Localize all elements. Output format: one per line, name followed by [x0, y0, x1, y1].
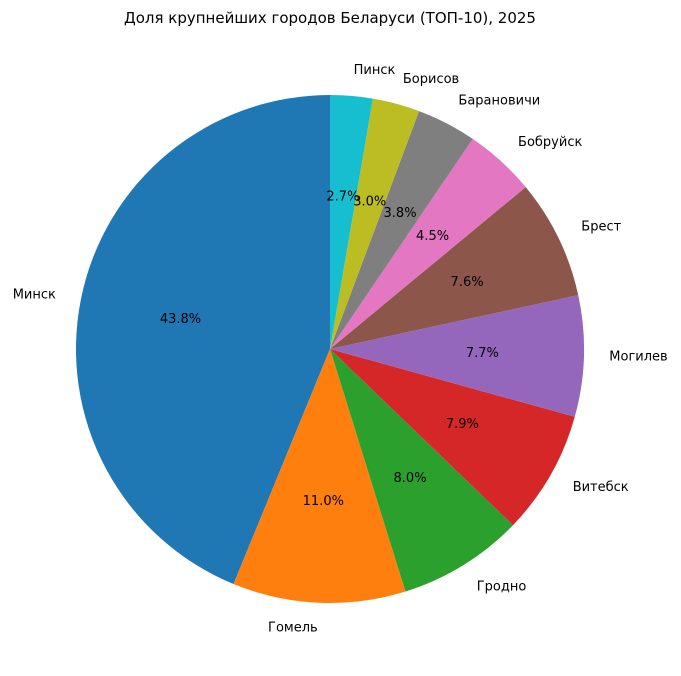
- slice-label: Барановичи: [458, 93, 540, 108]
- slice-percent-label: 11.0%: [303, 494, 344, 509]
- slice-labels: Минск Гомель Гродно Витебск Могилев Брест Бобр…: [13, 63, 668, 636]
- slice-label: Гомель: [268, 621, 318, 636]
- pie-slice: [330, 98, 420, 349]
- slice-label: Могилев: [609, 349, 667, 364]
- pie-slices: [75, 95, 584, 603]
- pie-slice: [330, 95, 373, 349]
- slice-label: Пинск: [354, 63, 396, 78]
- pie-slice: [233, 349, 406, 603]
- slice-percent-label: 3.0%: [353, 194, 386, 209]
- pie-slice: [75, 95, 331, 584]
- slice-percent-label: 7.9%: [446, 417, 479, 432]
- slice-label: Минск: [13, 287, 56, 302]
- slice-label: Борисов: [403, 72, 459, 87]
- chart-title: Доля крупнейших городов Беларуси (ТОП-10…: [124, 9, 536, 27]
- slice-label: Брест: [581, 219, 621, 234]
- pie-slice: [330, 349, 513, 592]
- slice-percent-labels: 43.8% 11.0% 8.0% 7.9% 7.7% 7.6% 4.5% 3.8%3.0%2.…: [160, 190, 499, 509]
- slice-percent-label: 7.7%: [466, 346, 499, 361]
- pie-slice: [330, 349, 575, 526]
- pie-slice: [330, 295, 584, 417]
- slice-label: Бобруйск: [518, 135, 582, 150]
- slice-percent-label: 43.8%: [160, 312, 201, 327]
- pie-slice: [330, 138, 526, 349]
- slice-percent-label: 7.6%: [451, 275, 484, 290]
- slice-label: Витебск: [573, 480, 629, 495]
- slice-percent-label: 2.7%: [326, 190, 359, 205]
- slice-label: Гродно: [477, 579, 527, 594]
- slice-percent-label: 8.0%: [394, 471, 427, 486]
- slice-percent-label: 4.5%: [416, 229, 449, 244]
- pie-slice: [330, 187, 579, 349]
- pie-slice: [330, 111, 473, 349]
- slice-percent-label: 3.8%: [384, 206, 417, 221]
